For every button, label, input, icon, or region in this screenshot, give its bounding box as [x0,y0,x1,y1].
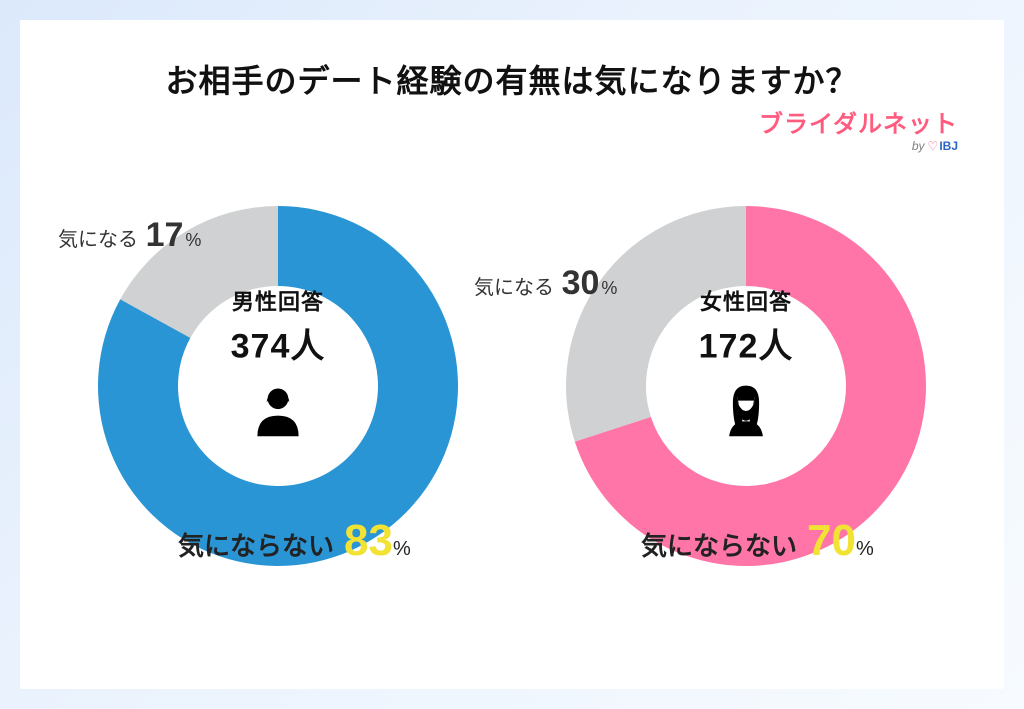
male-respondent-title: 男性回答 [231,285,326,317]
heart-icon: ♡ [928,139,939,153]
brand-main: ブライダルネット [759,112,958,138]
female-icon [716,380,776,440]
female-donut-chart: 女性回答 172人 気になる 30% 気 [546,186,946,586]
charts-row: 男性回答 374人 気になる 17% 気にならない 83% [56,186,968,586]
female-respondent-count: 172人 [699,319,794,368]
female-major-label: 気にならない 70% [641,516,874,566]
male-major-label: 気にならない 83% [178,516,411,566]
male-center-label: 男性回答 374人 [231,285,326,368]
page-title: お相手のデート経験の有無は気になりますか？ [56,56,968,102]
brand-block: ブライダルネット by♡IBJ [759,112,958,154]
male-respondent-count: 374人 [231,319,326,368]
female-center-label: 女性回答 172人 [699,285,794,368]
male-minor-label: 気になる 17% [58,216,201,255]
male-icon [248,380,308,440]
male-donut-chart: 男性回答 374人 気になる 17% 気にならない 83% [78,186,478,586]
brand-sub: by♡IBJ [759,140,958,153]
female-respondent-title: 女性回答 [699,285,794,317]
female-minor-label: 気になる 30% [474,264,617,303]
infographic-card: お相手のデート経験の有無は気になりますか？ ブライダルネット by♡IBJ 男性… [20,20,1004,689]
